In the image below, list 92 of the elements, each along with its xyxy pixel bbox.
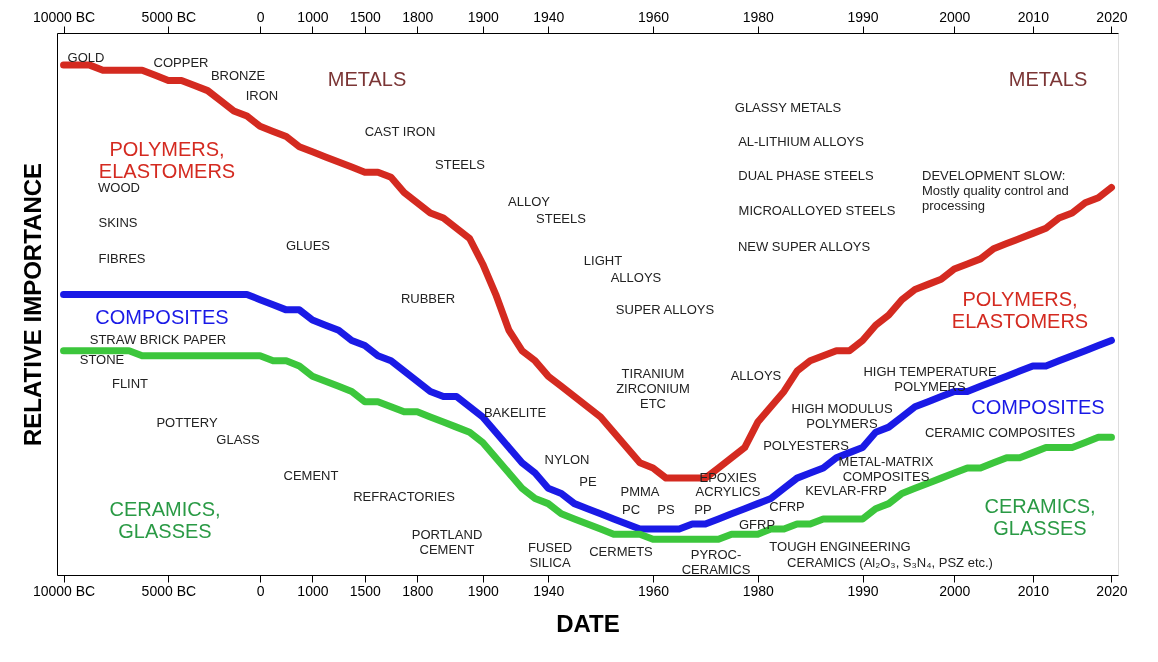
annotation: PS xyxy=(657,502,675,517)
annotation: CERAMICS, GLASSES xyxy=(109,498,221,542)
annotation: CERAMICS, GLASSES xyxy=(984,495,1096,539)
annotation: STONE xyxy=(79,352,125,367)
category-label: 1800 xyxy=(402,8,434,25)
category-label: 0 xyxy=(256,8,265,25)
annotation: ACRYLICS xyxy=(695,484,761,499)
annotation: STEELS xyxy=(536,211,587,226)
x-tick-label: 1960 xyxy=(637,582,670,599)
annotation: ALLOY xyxy=(508,194,551,209)
annotation: MICROALLOYED STEELS xyxy=(738,203,896,218)
annotation: NEW SUPER ALLOYS xyxy=(737,239,871,254)
annotation: PMMA xyxy=(620,484,660,499)
x-tick-label: 1990 xyxy=(847,582,879,599)
annotation: GLASS xyxy=(216,432,260,447)
x-tick-label: 2000 xyxy=(939,582,971,599)
annotation: GLUES xyxy=(285,238,331,253)
y-axis-title: RELATIVE IMPORTANCE xyxy=(18,162,46,447)
annotation: METALS xyxy=(1008,68,1088,90)
annotation: KEVLAR-FRP xyxy=(805,483,887,498)
annotation: CERMETS xyxy=(589,544,654,559)
annotation: LIGHT xyxy=(583,253,623,268)
category-label: 10000 BC xyxy=(32,8,96,25)
annotation: DUAL PHASE STEELS xyxy=(738,168,874,183)
category-label: 5000 BC xyxy=(141,8,197,25)
annotation: HIGH TEMPERATURE POLYMERS xyxy=(863,364,997,394)
category-label: 1980 xyxy=(742,8,774,25)
x-tick-label: 1500 xyxy=(349,582,382,599)
annotation: METALS xyxy=(327,68,407,90)
annotation: IRON xyxy=(245,88,279,103)
x-tick-label: 2010 xyxy=(1017,582,1050,599)
annotation: PYROC- CERAMICS xyxy=(681,547,751,577)
annotation: STRAW BRICK PAPER xyxy=(89,332,227,347)
annotation: RUBBER xyxy=(400,291,456,306)
category-label: 2020 xyxy=(1096,8,1128,25)
annotation: POTTERY xyxy=(156,415,218,430)
annotation: STEELS xyxy=(435,157,486,172)
annotation: PC xyxy=(621,502,641,517)
x-tick-label: 5000 BC xyxy=(141,582,197,599)
category-label: 1990 xyxy=(847,8,879,25)
annotation: REFRACTORIES xyxy=(353,489,456,504)
annotation: FIBRES xyxy=(98,251,146,266)
annotation: COMPOSITES xyxy=(95,306,229,328)
x-tick-label: 0 xyxy=(256,582,265,599)
annotation: METAL-MATRIX COMPOSITES xyxy=(838,454,934,484)
category-label: 1500 xyxy=(349,8,381,25)
annotation: WOOD xyxy=(98,180,140,195)
annotation: EPOXIES xyxy=(699,470,757,485)
x-axis-title: DATE xyxy=(556,609,620,637)
category-label: 2010 xyxy=(1017,8,1049,25)
annotation: POLYMERS, ELASTOMERS xyxy=(98,138,236,182)
x-tick-label: 2020 xyxy=(1096,582,1128,599)
text: GOLD xyxy=(67,50,105,65)
annotation: PORTLAND CEMENT xyxy=(411,527,483,557)
annotation: PP xyxy=(694,502,712,517)
x-tick-label: 1980 xyxy=(742,582,775,599)
category-label: 1000 xyxy=(297,8,329,25)
x-tick-label: 1000 xyxy=(297,582,329,599)
annotation: ALLOYS xyxy=(610,270,662,285)
annotation: GLASSY METALS xyxy=(734,100,842,115)
annotation: TOUGH ENGINEERING xyxy=(769,539,911,554)
annotation: POLYMERS, ELASTOMERS xyxy=(951,288,1089,332)
category-label: 2000 xyxy=(939,8,971,25)
category-label: 1940 xyxy=(533,8,565,25)
annotation: BAKELITE xyxy=(483,405,547,420)
annotation: COPPER xyxy=(153,55,209,70)
annotation: CERAMICS (Al₂O₃, S₃N₄, PSZ etc.) xyxy=(787,555,993,570)
annotation: COMPOSITES xyxy=(971,396,1105,418)
annotation: CEMENT xyxy=(283,468,339,483)
annotation: FLINT xyxy=(111,376,149,391)
x-tick-label: 1900 xyxy=(467,582,499,599)
annotation: PE xyxy=(579,474,597,489)
annotation: CERAMIC COMPOSITES xyxy=(924,425,1076,440)
annotation: SUPER ALLOYS xyxy=(615,302,715,317)
x-tick-label: 1800 xyxy=(402,582,434,599)
annotation: CFRP xyxy=(769,499,805,514)
annotation: SKINS xyxy=(98,215,138,230)
category-label: 1900 xyxy=(467,8,499,25)
x-tick-label: 1940 xyxy=(533,582,565,599)
annotation: POLYESTERS xyxy=(763,438,850,453)
annotation: DEVELOPMENT SLOW: Mostly quality control and processing xyxy=(922,168,1069,213)
x-tick-label: 10000 BC xyxy=(32,582,96,599)
annotation: AL-LITHIUM ALLOYS xyxy=(738,134,865,149)
annotation: TIRANIUM ZIRCONIUM ETC xyxy=(616,366,690,411)
annotation: ALLOYS xyxy=(730,368,782,383)
annotation: NYLON xyxy=(544,452,590,467)
annotation: BRONZE xyxy=(210,68,266,83)
category-label: 1960 xyxy=(637,8,670,25)
annotation: CAST IRON xyxy=(364,124,436,139)
annotation: HIGH MODULUS POLYMERS xyxy=(791,401,893,431)
annotation: GFRP xyxy=(738,517,776,532)
annotation: FUSED SILICA xyxy=(527,540,573,570)
